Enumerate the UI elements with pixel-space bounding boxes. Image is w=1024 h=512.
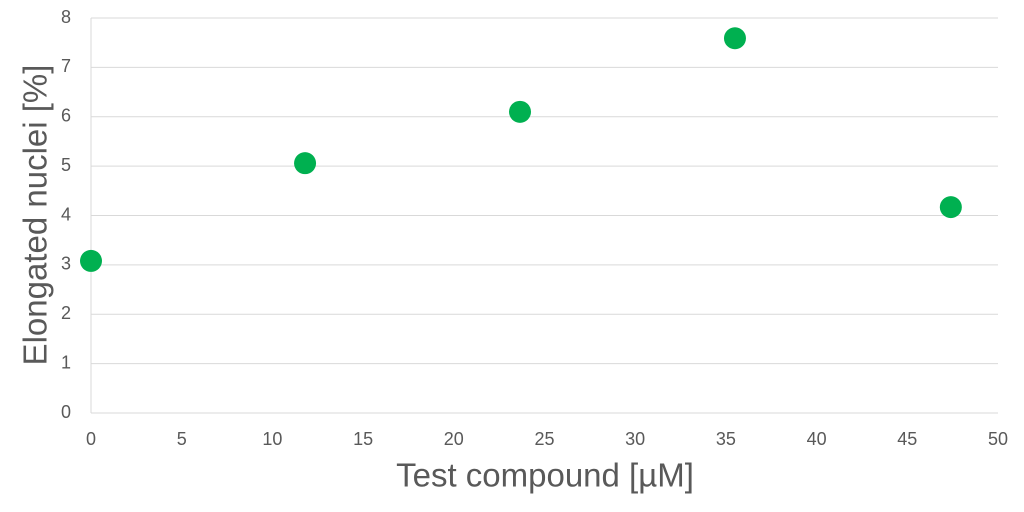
point bbox=[723, 27, 746, 50]
y-tick-label: 7 bbox=[61, 56, 71, 76]
y-tick-label: 6 bbox=[61, 106, 71, 126]
x-tick-label: 10 bbox=[262, 429, 282, 449]
x-tick-label: 30 bbox=[625, 429, 645, 449]
x-axis-title: Test compound [µM] bbox=[396, 457, 694, 494]
x-tick-label: 15 bbox=[353, 429, 373, 449]
y-tick-label: 3 bbox=[61, 254, 71, 274]
x-tick-label: 45 bbox=[897, 429, 917, 449]
y-tick-label: 0 bbox=[61, 402, 71, 422]
point bbox=[80, 249, 102, 272]
x-tick-label: 40 bbox=[807, 429, 827, 449]
x-tick-label: 35 bbox=[716, 429, 736, 449]
y-tick-label: 1 bbox=[61, 352, 71, 372]
y-tick-label: 5 bbox=[61, 155, 71, 175]
y-tick-label: 2 bbox=[61, 303, 71, 323]
point bbox=[294, 152, 317, 175]
x-tick-label: 20 bbox=[444, 429, 464, 449]
y-axis-title: Elongated nuclei [%] bbox=[17, 65, 54, 366]
point bbox=[939, 196, 962, 219]
y-tick-label: 8 bbox=[61, 7, 71, 27]
x-tick-label: 0 bbox=[86, 429, 96, 449]
y-tick-label: 4 bbox=[61, 204, 71, 224]
point bbox=[509, 100, 532, 123]
x-tick-label: 5 bbox=[177, 429, 187, 449]
x-tick-label: 50 bbox=[988, 429, 1008, 449]
x-tick-label: 25 bbox=[534, 429, 554, 449]
